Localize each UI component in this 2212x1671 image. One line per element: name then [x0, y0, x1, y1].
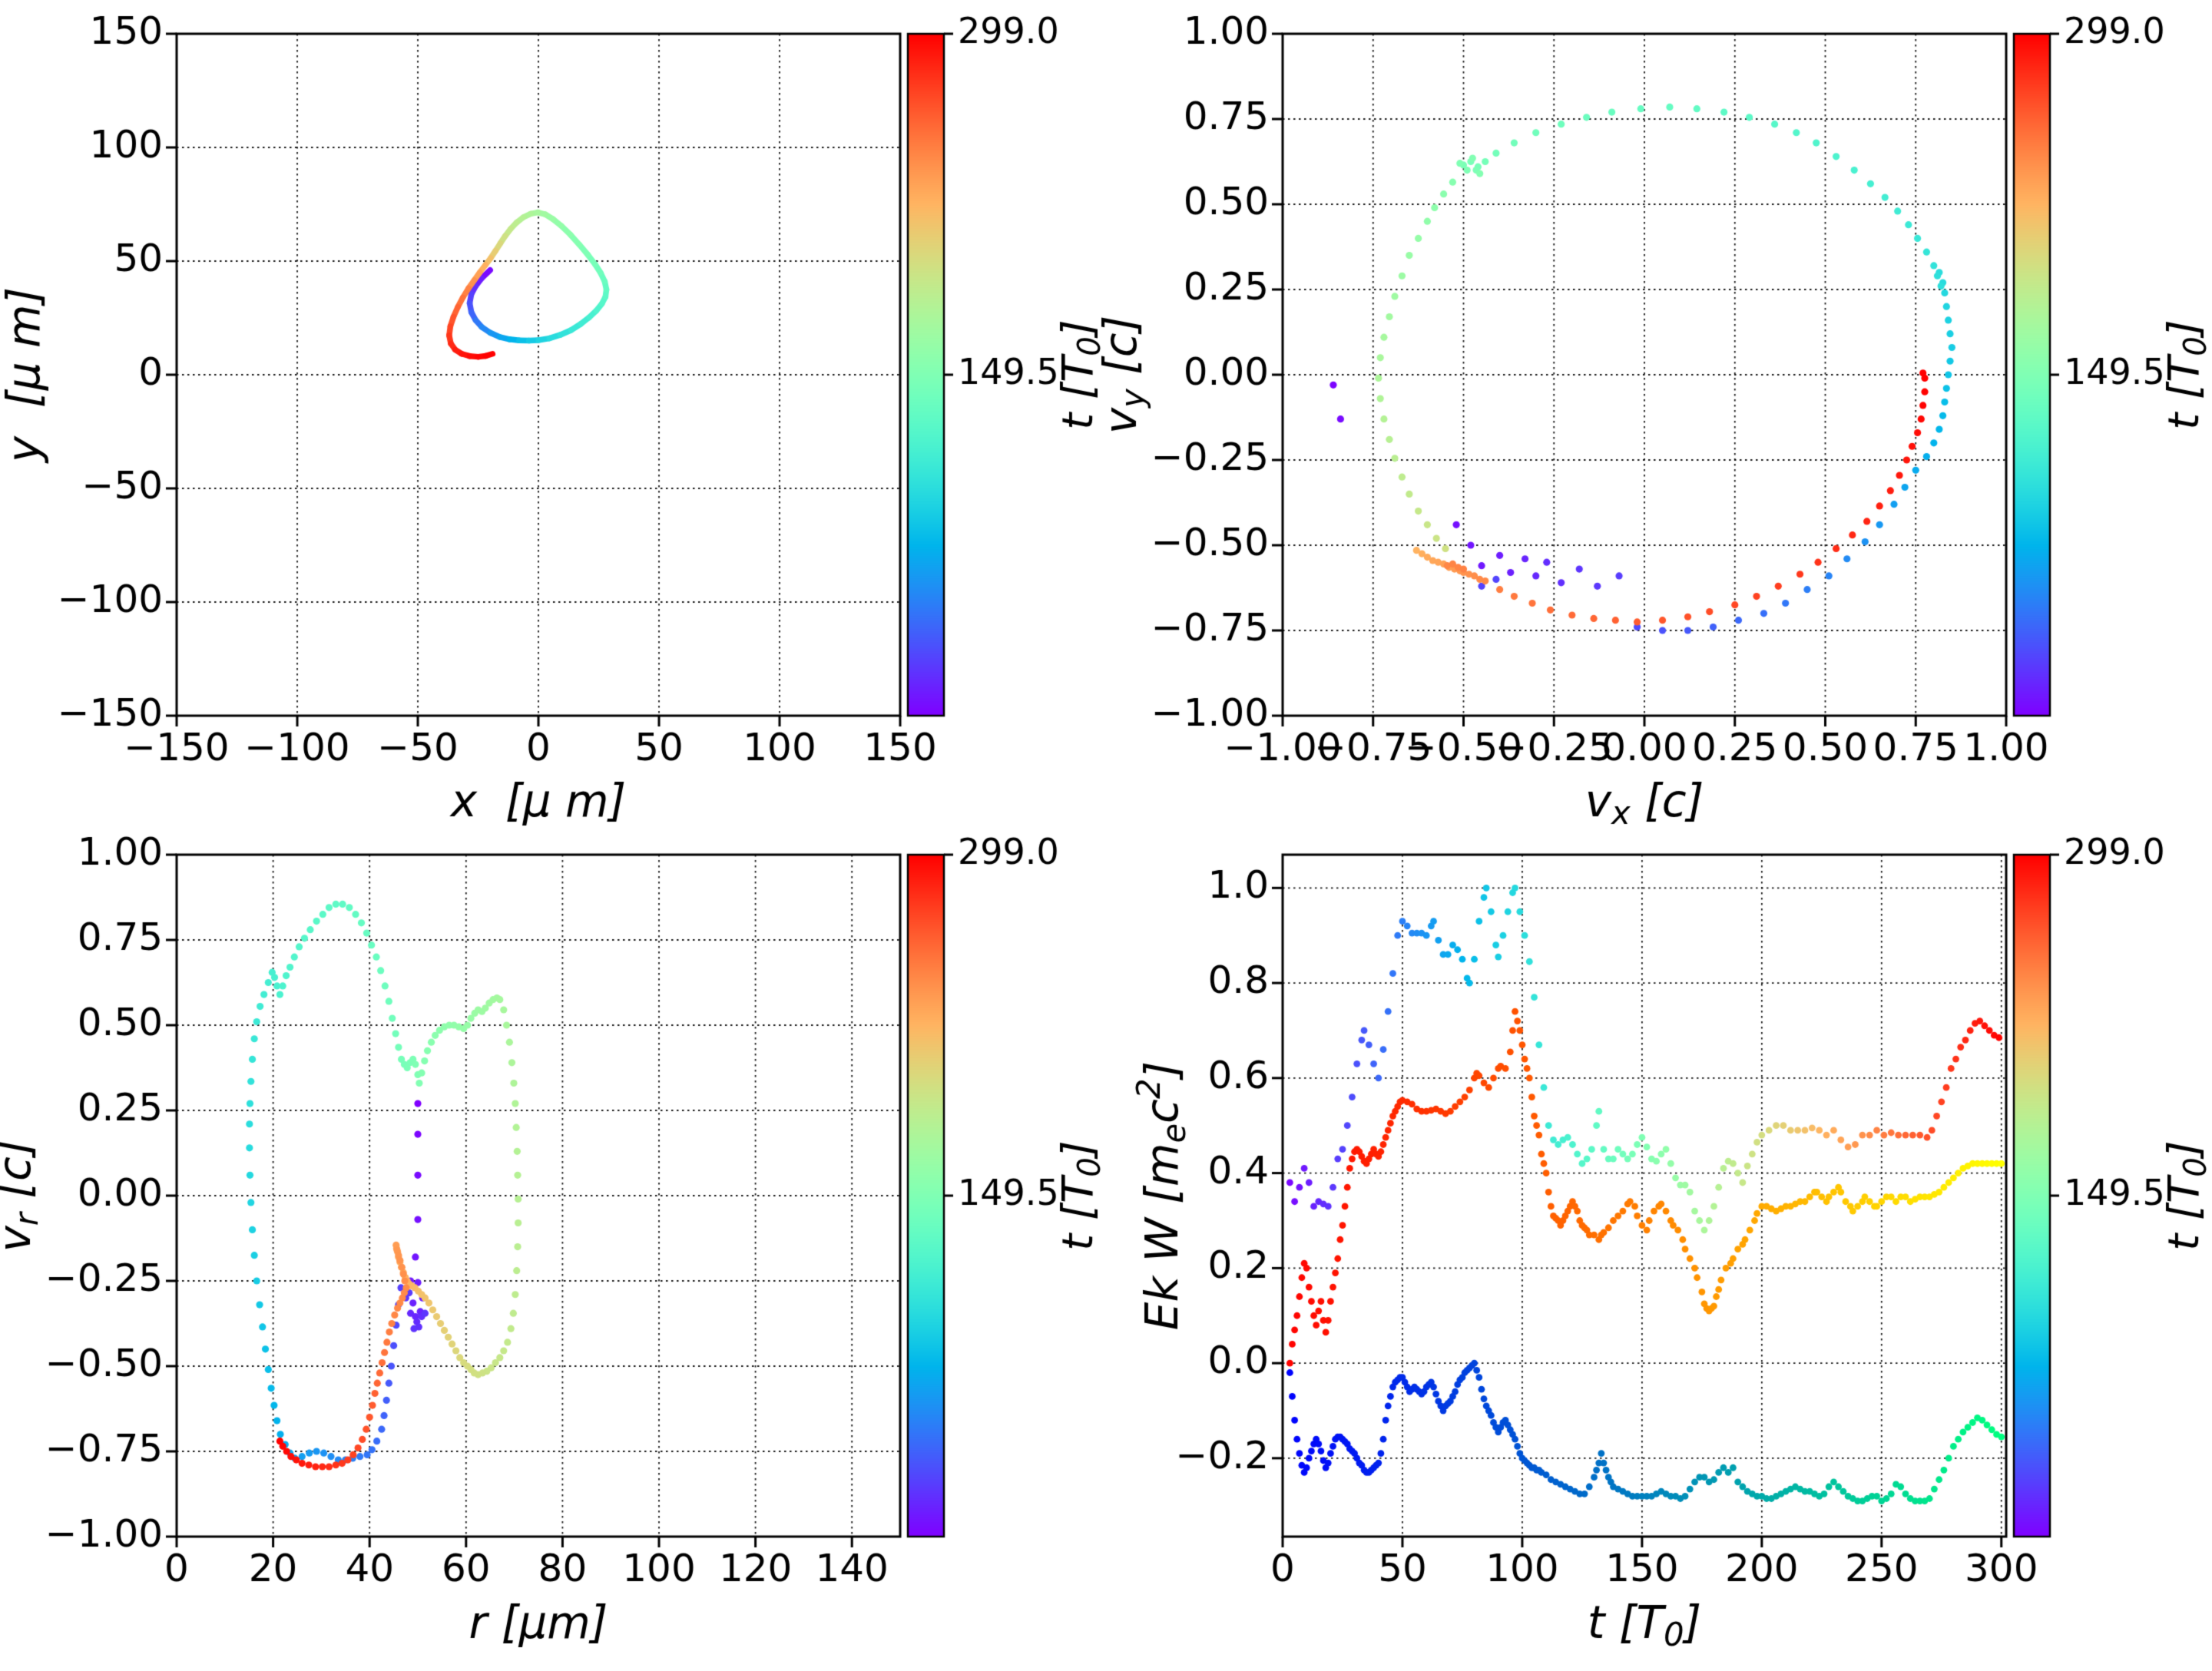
figure-canvas — [0, 0, 2212, 1671]
figure — [0, 0, 2212, 1671]
